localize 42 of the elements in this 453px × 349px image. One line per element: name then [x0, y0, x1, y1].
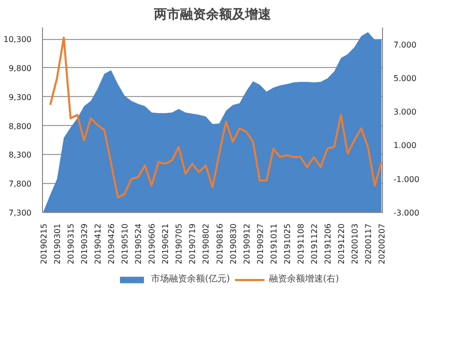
x-tick-label: 20190301 [53, 224, 62, 264]
x-tick-label: 20190621 [161, 224, 170, 264]
x-tick-label: 20200103 [350, 224, 360, 264]
y-tick-label: 10,300 [4, 35, 32, 44]
x-tick-label: 20191206 [323, 224, 332, 264]
chart-title: 两市融资余额及增速 [153, 6, 272, 22]
y-tick-label: 8,800 [8, 122, 32, 131]
y2-tick-label: -1.000 [394, 174, 420, 184]
x-tick-label: 20190927 [256, 224, 265, 264]
x-tick-label: 20191220 [336, 224, 346, 264]
x-tick-label: 20200207 [377, 224, 386, 264]
x-tick-label: 20190719 [188, 224, 198, 264]
x-tick-label: 20191122 [310, 224, 319, 264]
x-tick-label: 20191108 [296, 224, 306, 264]
y-tick-label: 9,300 [8, 92, 32, 102]
y2-tick-label: 3.000 [394, 108, 416, 117]
x-tick-label: 20190412 [94, 224, 103, 264]
x-tick-label: 20190830 [228, 224, 238, 264]
x-tick-label: 20200117 [364, 224, 373, 264]
x-tick-label: 20190329 [80, 224, 90, 264]
y2-tick-label: 1.000 [394, 141, 416, 150]
x-tick-label: 20190606 [148, 224, 157, 264]
x-tick-label: 20190426 [107, 224, 116, 264]
y-tick-label: 8,300 [8, 150, 32, 160]
x-tick-label: 20190705 [174, 224, 184, 264]
x-tick-label: 20190524 [134, 224, 144, 264]
y2-tick-label: 7.000 [394, 40, 416, 50]
y-tick-label: 7,800 [8, 180, 32, 189]
x-tick-label: 20190912 [242, 224, 252, 264]
x-tick-label: 20191025 [282, 224, 292, 264]
x-tick-label: 20190215 [40, 224, 49, 264]
x-tick-label: 20191011 [269, 224, 278, 264]
legend-label: 融资余额增速(右) [269, 273, 340, 286]
x-tick-label: 20190510 [120, 224, 130, 264]
y-tick-label: 7,300 [8, 208, 32, 218]
x-tick-label: 20190802 [202, 224, 211, 264]
y2-tick-label: 5.000 [394, 74, 416, 83]
x-tick-label: 20190315 [66, 224, 76, 264]
x-tick-label: 20190816 [215, 224, 224, 264]
y-tick-label: 9,800 [8, 64, 32, 73]
legend-label: 市场融资余额(亿元) [150, 273, 230, 286]
y2-tick-label: -3.000 [394, 208, 420, 218]
